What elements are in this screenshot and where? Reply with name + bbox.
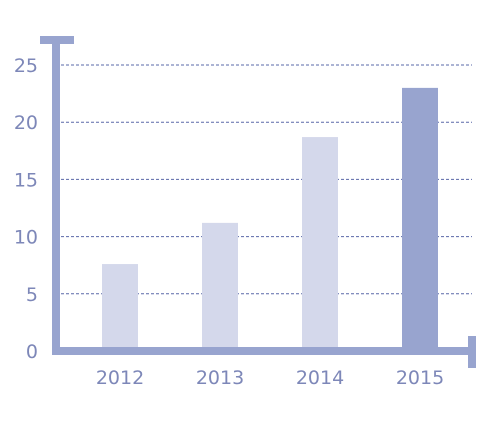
x-axis-line	[52, 347, 472, 355]
bars	[102, 87, 438, 351]
y-axis-cap	[40, 36, 74, 44]
y-tick-label: 20	[14, 112, 38, 134]
x-tick-label: 2015	[396, 367, 444, 389]
y-tick-label: 15	[14, 169, 38, 191]
x-tick-labels: 2012 2013 2014 2015	[96, 367, 444, 389]
x-tick-label: 2014	[296, 367, 344, 389]
y-tick-label: 25	[14, 55, 38, 77]
bar	[102, 264, 138, 351]
x-axis-cap	[468, 336, 476, 368]
y-tick-label: 0	[26, 341, 38, 363]
x-tick-label: 2012	[96, 367, 144, 389]
axes	[40, 36, 476, 368]
y-tick-labels: 0 5 10 15 20 25	[14, 55, 38, 363]
bar	[402, 87, 438, 351]
y-tick-label: 5	[26, 284, 38, 306]
y-tick-label: 10	[14, 227, 38, 249]
y-axis-line	[52, 40, 60, 355]
x-tick-label: 2013	[196, 367, 244, 389]
bar	[202, 222, 238, 351]
bar	[302, 137, 338, 351]
